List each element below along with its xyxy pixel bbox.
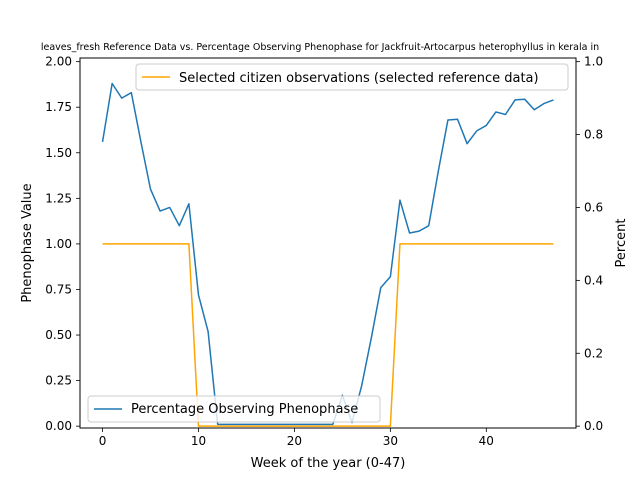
y-axis-left-label: Phenophase Value [20,183,35,302]
x-tick-label: 10 [191,434,206,448]
plot-frame [79,57,577,429]
y-left-tick-label: 0.50 [45,328,72,342]
y-axis-right: 0.0 0.2 0.4 0.6 0.8 1.0 [576,55,603,433]
y-right-tick-label: 0.2 [584,346,603,360]
legend-bottom-label: Percentage Observing Phenophase [131,402,358,417]
y-left-tick-label: 1.75 [45,100,72,114]
y-left-tick-label: 0.75 [45,282,72,296]
y-left-tick-label: 1.00 [45,237,72,251]
x-tick-label: 0 [99,434,107,448]
x-tick-label: 40 [479,434,494,448]
y-axis-right-label: Percent [614,219,629,268]
legend-bottom: Percentage Observing Phenophase [87,395,381,423]
y-right-tick-label: 0.4 [584,273,603,287]
y-left-tick-label: 2.00 [45,55,72,69]
plot-area [101,82,554,427]
legend-bottom-box [87,395,381,423]
series-line-1 [101,82,554,426]
y-right-tick-label: 0.0 [584,419,603,433]
x-tick-label: 20 [287,434,302,448]
y-left-tick-label: 0.00 [45,419,72,433]
y-right-tick-label: 0.8 [584,128,603,142]
x-axis: 0 10 20 30 40 [99,428,494,448]
y-left-tick-label: 1.25 [45,191,72,205]
legend-top-label: Selected citizen observations (selected … [179,71,539,86]
x-axis-label: Week of the year (0-47) [251,456,406,471]
y-right-tick-label: 0.6 [584,200,603,214]
series-line-0 [102,243,554,427]
y-left-tick-label: 1.50 [45,146,72,160]
x-tick-label: 30 [383,434,398,448]
y-axis-left: 0.00 0.25 0.50 0.75 1.00 1.25 1.50 1.75 2.00 [45,55,80,433]
y-left-tick-label: 0.25 [45,374,72,388]
legend-top-box [135,63,569,91]
y-right-tick-label: 1.0 [584,55,603,69]
legend-top: Selected citizen observations (selected … [135,63,569,91]
chart-title: leaves_fresh Reference Data vs. Percenta… [41,42,599,53]
